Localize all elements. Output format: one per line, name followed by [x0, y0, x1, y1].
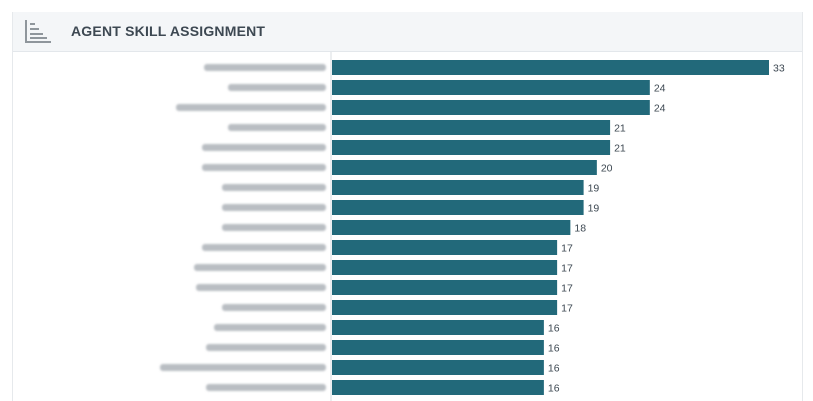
category-label-obscured	[214, 324, 326, 331]
category-label-obscured	[196, 284, 326, 291]
bar-value-label: 16	[548, 363, 560, 375]
bar[interactable]	[332, 100, 650, 115]
bar-value-label: 17	[561, 283, 573, 295]
bar[interactable]	[332, 80, 650, 95]
panel-title: AGENT SKILL ASSIGNMENT	[71, 23, 266, 39]
bar-value-label: 17	[561, 243, 573, 255]
bar[interactable]	[332, 240, 558, 255]
bar-value-label: 24	[654, 83, 666, 95]
bar[interactable]	[332, 140, 611, 155]
bar[interactable]	[332, 340, 544, 355]
panel-header: AGENT SKILL ASSIGNMENT	[13, 12, 802, 52]
bar[interactable]	[332, 280, 558, 295]
bar[interactable]	[332, 60, 769, 75]
bar-value-label: 19	[588, 183, 600, 195]
category-label-obscured	[194, 264, 326, 271]
category-label-obscured	[228, 124, 326, 131]
bar-chart-area: 33 24 24 21 21 20 19 19 18 17 17 17 17 16 16 16 16	[13, 52, 802, 401]
category-label-obscured	[176, 104, 326, 111]
category-label-obscured	[202, 144, 326, 151]
bar-value-label: 18	[574, 223, 586, 235]
bar-value-label: 24	[654, 103, 666, 115]
category-label-obscured	[202, 244, 326, 251]
bar[interactable]	[332, 320, 544, 335]
category-label-obscured	[222, 204, 326, 211]
bar[interactable]	[332, 300, 558, 315]
category-label-obscured	[204, 64, 326, 71]
bar[interactable]	[332, 380, 544, 395]
bar-value-label: 17	[561, 263, 573, 275]
category-label-obscured	[222, 304, 326, 311]
bar-value-label: 20	[601, 163, 613, 175]
bar-value-label: 16	[548, 323, 560, 335]
bar[interactable]	[332, 160, 597, 175]
bar[interactable]	[332, 360, 544, 375]
bar[interactable]	[332, 220, 571, 235]
bar-value-label: 16	[548, 343, 560, 355]
bar-value-label: 19	[588, 203, 600, 215]
bar[interactable]	[332, 200, 584, 215]
category-label-obscured	[206, 344, 326, 351]
bar-value-label: 16	[548, 383, 560, 395]
category-label-obscured	[160, 364, 326, 371]
bar[interactable]	[332, 180, 584, 195]
category-label-obscured	[222, 224, 326, 231]
bar-value-label: 33	[773, 63, 785, 75]
bar[interactable]	[332, 120, 611, 135]
agent-skill-assignment-panel: AGENT SKILL ASSIGNMENT 33 24 24 21 21 20 19 19 1…	[12, 12, 803, 401]
category-label-obscured	[222, 184, 326, 191]
category-label-obscured	[206, 384, 326, 391]
bar-value-label: 21	[614, 123, 626, 135]
category-label-obscured	[202, 164, 326, 171]
category-label-obscured	[228, 84, 326, 91]
bar-value-label: 17	[561, 303, 573, 315]
bar[interactable]	[332, 260, 558, 275]
bar-value-label: 21	[614, 143, 626, 155]
bar-chart-icon	[25, 20, 51, 43]
